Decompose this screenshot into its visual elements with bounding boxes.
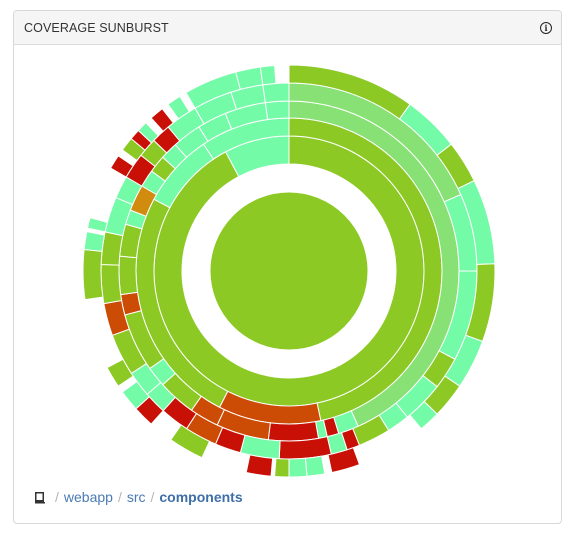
sunburst-segment[interactable]	[264, 100, 290, 121]
breadcrumb-item-webapp[interactable]: webapp	[63, 489, 113, 505]
sunburst-segment[interactable]	[86, 217, 109, 233]
sunburst-center[interactable]	[209, 191, 369, 351]
sunburst-segment[interactable]	[259, 64, 277, 86]
sunburst-segment[interactable]	[83, 231, 106, 252]
panel-header: COVERAGE SUNBURST i	[14, 11, 561, 45]
repository-book-icon[interactable]	[34, 491, 46, 504]
sunburst-segment[interactable]	[245, 454, 274, 477]
sunburst-segment[interactable]	[100, 263, 123, 305]
sunburst-svg[interactable]	[14, 45, 561, 485]
breadcrumb-item-components[interactable]: components	[159, 489, 243, 505]
breadcrumb-separator: /	[150, 489, 155, 505]
breadcrumb: / webapp / src / components	[34, 487, 243, 507]
coverage-sunburst-panel: COVERAGE SUNBURST i / webapp / src / com…	[13, 10, 562, 524]
sunburst-segment[interactable]	[304, 455, 326, 477]
sunburst-segment[interactable]	[106, 358, 134, 387]
sunburst-segment[interactable]	[409, 400, 438, 430]
info-circle-icon[interactable]: i	[540, 21, 552, 34]
sunburst-segment[interactable]	[118, 255, 139, 296]
sunburst-segment[interactable]	[327, 447, 361, 474]
breadcrumb-separator: /	[55, 489, 59, 505]
sunburst-segment[interactable]	[170, 424, 211, 459]
breadcrumb-separator: /	[117, 489, 122, 505]
sunburst-chart[interactable]	[14, 45, 561, 485]
sunburst-segment[interactable]	[167, 95, 191, 120]
sunburst-segment[interactable]	[82, 248, 104, 301]
panel-title: COVERAGE SUNBURST	[24, 20, 169, 35]
sunburst-segment[interactable]	[288, 457, 308, 478]
sunburst-segment[interactable]	[274, 458, 290, 478]
sunburst-segment[interactable]	[150, 107, 174, 132]
sunburst-segment[interactable]	[267, 421, 320, 442]
breadcrumb-item-src[interactable]: src	[126, 489, 146, 505]
sunburst-segment[interactable]	[109, 155, 134, 178]
sunburst-segment[interactable]	[262, 82, 290, 104]
sunburst-segment[interactable]	[121, 380, 150, 410]
sunburst-segment[interactable]	[137, 122, 160, 144]
